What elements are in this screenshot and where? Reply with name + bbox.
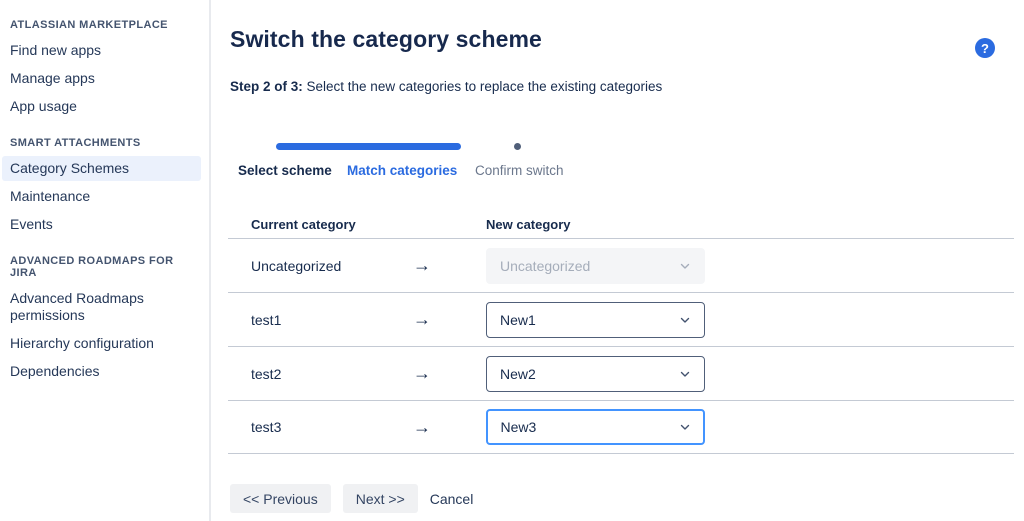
next-button[interactable]: Next >> (342, 484, 418, 513)
wizard-step-match-categories[interactable]: Match categories (347, 163, 458, 178)
sidebar-section-advanced-roadmaps: ADVANCED ROADMAPS FOR JIRA Advanced Road… (10, 255, 201, 384)
sidebar-section-header: ATLASSIAN MARKETPLACE (10, 19, 168, 31)
new-category-select-test2[interactable]: New2 (486, 355, 705, 392)
main-content: Switch the category scheme ? Step 2 of 3… (211, 0, 1024, 521)
arrow-right-icon: → (413, 363, 431, 383)
new-category-select-test1[interactable]: New1 (486, 301, 705, 338)
column-header-current-category: Current category (251, 216, 356, 232)
chevron-down-icon (678, 259, 692, 273)
sidebar-section-atlassian-marketplace: ATLASSIAN MARKETPLACE Find new apps Mana… (10, 19, 201, 119)
step-counter: Step 2 of 3: (230, 79, 303, 94)
sidebar-item-find-new-apps[interactable]: Find new apps (10, 42, 102, 58)
selected-option-label: Uncategorized (500, 257, 591, 274)
wizard-step-select-scheme[interactable]: Select scheme (238, 163, 332, 178)
sidebar-section-header: SMART ATTACHMENTS (10, 137, 141, 149)
chevron-down-icon (678, 420, 692, 434)
new-category-select-uncategorized: Uncategorized (486, 247, 705, 284)
page-title: Switch the category scheme (230, 26, 542, 52)
chevron-down-icon (678, 367, 692, 381)
sidebar-section-smart-attachments: SMART ATTACHMENTS Category Schemes Maint… (2, 137, 201, 237)
table-row: test2 → New2 (228, 346, 1014, 400)
table-row: Uncategorized → Uncategorized (228, 238, 1014, 292)
selected-option-label: New3 (500, 419, 537, 435)
cancel-button[interactable]: Cancel (430, 484, 474, 513)
admin-sidebar: ATLASSIAN MARKETPLACE Find new apps Mana… (0, 0, 211, 521)
help-icon[interactable]: ? (975, 38, 995, 58)
sidebar-item-app-usage[interactable]: App usage (10, 98, 77, 114)
sidebar-item-events[interactable]: Events (10, 216, 53, 232)
previous-button[interactable]: << Previous (230, 484, 331, 513)
sidebar-item-advanced-roadmaps-permissions[interactable]: Advanced Roadmaps permissions (10, 290, 144, 323)
selected-option-label: New1 (500, 311, 536, 328)
chevron-down-icon (678, 313, 692, 327)
wizard-progress: Select scheme Match categories Confirm s… (211, 140, 1024, 185)
arrow-right-icon: → (413, 309, 431, 329)
step-description: Step 2 of 3: Select the new categories t… (230, 79, 662, 94)
wizard-step-confirm-switch: Confirm switch (475, 163, 564, 178)
current-category-label: Uncategorized (251, 257, 342, 274)
arrow-right-icon: → (413, 255, 431, 275)
selected-option-label: New2 (500, 365, 536, 382)
table-row: test1 → New1 (228, 292, 1014, 346)
sidebar-item-category-schemes[interactable]: Category Schemes (2, 156, 201, 181)
arrow-right-icon: → (413, 416, 431, 437)
progress-dot-upcoming (514, 143, 521, 150)
sidebar-section-header: ADVANCED ROADMAPS FOR JIRA (10, 255, 174, 279)
new-category-select-test3[interactable]: New3 (486, 409, 705, 445)
current-category-label: test2 (251, 365, 282, 382)
wizard-footer: << Previous Next >> Cancel (230, 484, 473, 513)
sidebar-item-hierarchy-configuration[interactable]: Hierarchy configuration (10, 335, 154, 351)
sidebar-item-manage-apps[interactable]: Manage apps (10, 70, 95, 86)
progress-bar-filled (276, 143, 461, 150)
table-row: test3 → New3 (228, 400, 1014, 454)
sidebar-item-dependencies[interactable]: Dependencies (10, 363, 100, 379)
current-category-label: test3 (251, 419, 282, 435)
sidebar-item-maintenance[interactable]: Maintenance (10, 188, 91, 204)
table-header-row: Current category New category (228, 210, 1014, 238)
current-category-label: test1 (251, 311, 282, 328)
step-instructions: Select the new categories to replace the… (302, 79, 663, 94)
column-header-new-category: New category (486, 216, 571, 232)
category-mapping-table: Current category New category Uncategori… (228, 210, 1014, 454)
